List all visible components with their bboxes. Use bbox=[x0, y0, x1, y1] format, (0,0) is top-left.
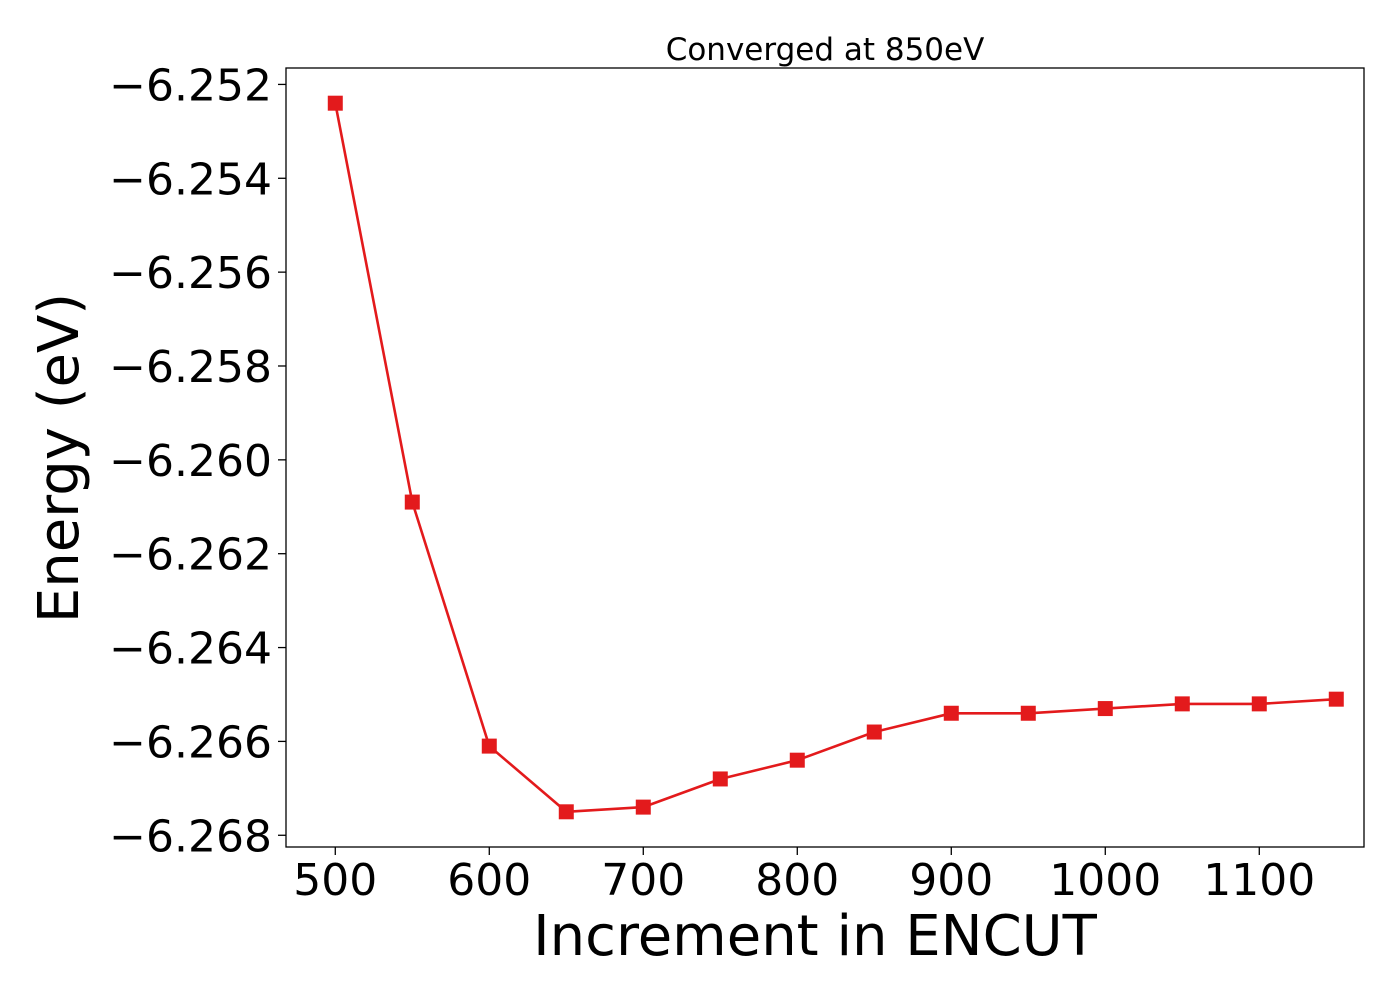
x-tick-label: 700 bbox=[601, 855, 685, 906]
data-point-marker bbox=[558, 804, 574, 820]
x-tick-label: 500 bbox=[293, 855, 377, 906]
y-tick-label: −6.256 bbox=[109, 248, 272, 299]
data-point-marker bbox=[635, 799, 651, 815]
x-axis-label: Increment in ENCUT bbox=[533, 904, 1098, 969]
y-tick-label: −6.252 bbox=[109, 60, 272, 111]
data-point-marker bbox=[1328, 691, 1344, 707]
y-tick-label: −6.260 bbox=[109, 436, 272, 487]
data-point-marker bbox=[1020, 705, 1036, 721]
data-point-marker bbox=[1174, 696, 1190, 712]
plot-area bbox=[327, 95, 1344, 820]
data-point-marker bbox=[789, 752, 805, 768]
y-tick-label: −6.266 bbox=[109, 717, 272, 768]
y-tick-label: −6.254 bbox=[109, 154, 272, 205]
data-point-marker bbox=[404, 494, 420, 510]
y-tick-label: −6.262 bbox=[109, 530, 272, 581]
x-tick-label: 900 bbox=[909, 855, 993, 906]
data-point-marker bbox=[481, 738, 497, 754]
y-axis: −6.252 −6.254 −6.256 −6.258 −6.260 −6.262 −6.2… bbox=[109, 60, 286, 862]
series-line bbox=[334, 102, 1337, 814]
y-tick-label: −6.264 bbox=[109, 624, 272, 675]
x-axis: 500 600 700 800 900 1000 1100 bbox=[293, 847, 1315, 906]
chart-title: Converged at 850eV bbox=[666, 32, 985, 68]
data-point-marker bbox=[1097, 701, 1113, 717]
x-tick-label: 600 bbox=[447, 855, 531, 906]
data-point-marker bbox=[866, 724, 882, 740]
data-point-marker bbox=[943, 705, 959, 721]
plot-frame bbox=[285, 67, 1365, 848]
x-tick-label: 1100 bbox=[1203, 855, 1315, 906]
data-point-marker bbox=[1251, 696, 1267, 712]
y-axis-label: Energy (eV) bbox=[27, 293, 92, 623]
y-tick-label: −6.268 bbox=[109, 811, 272, 862]
data-point-marker bbox=[712, 771, 728, 787]
x-tick-label: 1000 bbox=[1049, 855, 1161, 906]
data-point-marker bbox=[327, 95, 343, 111]
y-tick-label: −6.258 bbox=[109, 342, 272, 393]
x-tick-label: 800 bbox=[755, 855, 839, 906]
